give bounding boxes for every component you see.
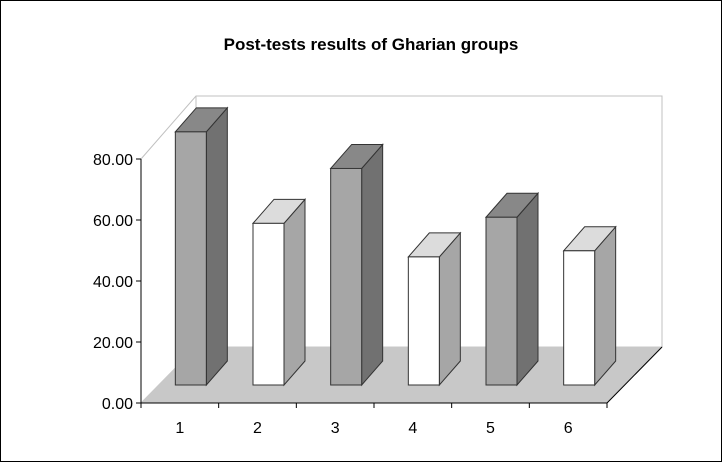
bar-front [174, 131, 207, 386]
y-tick-label: 20.00 [93, 335, 133, 352]
bar-front [485, 216, 518, 386]
y-tick-label: 40.00 [93, 274, 133, 291]
y-axis-ticks: 0.00 20.00 40.00 60.00 80.00 [93, 152, 141, 413]
x-axis-ticks: 1 2 3 4 5 6 [140, 403, 608, 437]
bar-4 [407, 231, 462, 387]
x-tick-label: 6 [564, 420, 573, 437]
x-tick-label: 3 [331, 420, 340, 437]
y-tick-label: 0.00 [102, 396, 133, 413]
x-tick-label: 4 [408, 420, 417, 437]
x-tick-label: 2 [253, 420, 262, 437]
bar-front [407, 256, 440, 386]
y-tick-label: 80.00 [93, 152, 133, 169]
bar-side [594, 225, 617, 387]
bar-2 [251, 198, 307, 387]
bar-front [563, 250, 596, 386]
bar-side [205, 106, 228, 387]
depth-axis-line [606, 346, 663, 404]
bar-side [438, 231, 461, 387]
bar-side [361, 143, 384, 387]
bar-5 [484, 191, 540, 387]
bar-side [516, 191, 539, 387]
y-tick-label: 60.00 [93, 213, 133, 230]
bars [174, 106, 617, 387]
bar-front [330, 167, 363, 386]
chart-wall-outline [140, 95, 663, 347]
bar-3 [329, 143, 384, 387]
x-tick-label: 5 [486, 420, 495, 437]
x-tick-label: 1 [175, 420, 184, 437]
bar-6 [562, 225, 617, 387]
bar-side [283, 198, 306, 387]
bar-1 [174, 106, 229, 387]
bar-front [252, 222, 285, 386]
chart-title: Post-tests results of Gharian groups [224, 35, 519, 54]
